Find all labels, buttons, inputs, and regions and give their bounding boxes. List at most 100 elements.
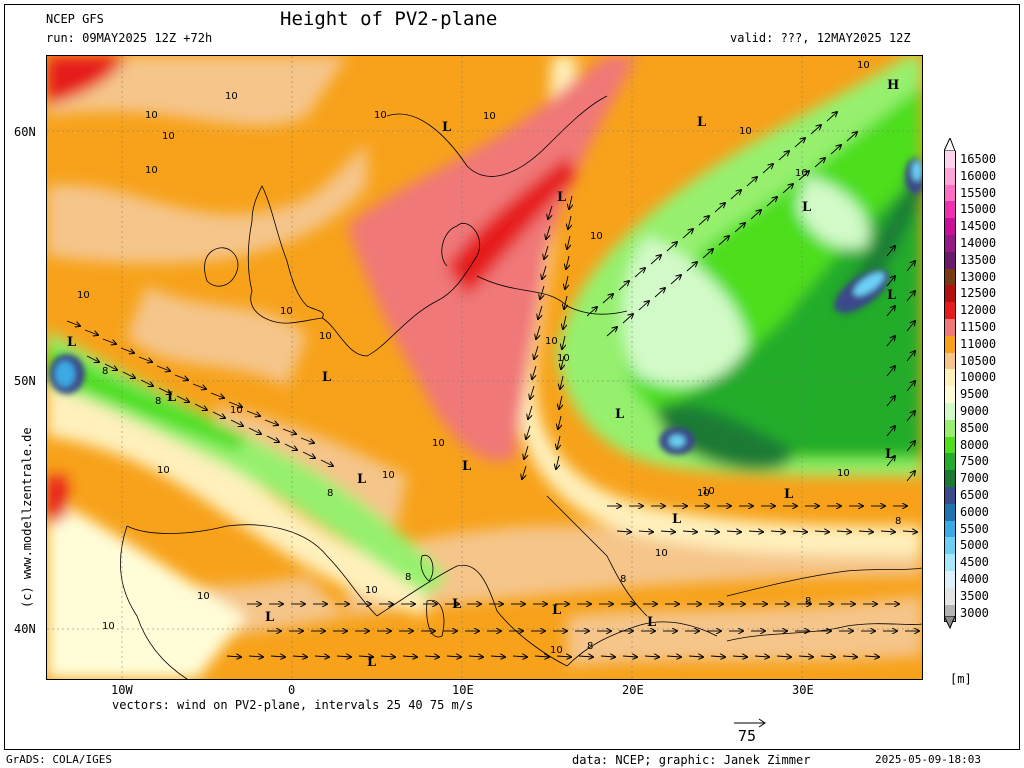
legend-bottom-triangle: [944, 616, 956, 630]
legend-level: 4000: [944, 571, 1014, 589]
wind-vector: [886, 306, 895, 317]
grid-lines: [47, 56, 922, 679]
wind-vector: [226, 656, 241, 657]
wind-vector: [568, 215, 571, 229]
legend-level: 9000: [944, 403, 1014, 421]
legend-label: 3000: [960, 605, 989, 620]
wind-vector: [830, 145, 841, 155]
wind-vector: [192, 383, 206, 389]
wind-vector: [569, 195, 572, 209]
low-pressure-label: L: [357, 472, 366, 487]
wind-vector: [556, 455, 559, 469]
wind-vector: [560, 375, 563, 389]
pressure-centers: L L L L L L L L L L L L L L L L L L L H: [67, 78, 899, 670]
wind-vector: [546, 225, 551, 239]
contour-label: 10: [77, 290, 90, 301]
legend-label: 10500: [960, 353, 997, 368]
wind-vector: [842, 656, 857, 657]
lat-tick-60n: 60N: [14, 125, 36, 139]
wind-vector: [670, 275, 681, 285]
legend-swatch: [944, 319, 956, 337]
legend-swatch: [944, 184, 956, 203]
legend-label: 8000: [960, 437, 989, 452]
wind-vector: [300, 437, 314, 443]
contour-label: 10: [550, 645, 563, 656]
wind-vector: [558, 415, 561, 429]
legend-swatch: [944, 268, 956, 287]
wind-vector: [586, 307, 597, 317]
vector-caption: vectors: wind on PV2-plane, intervals 25…: [112, 698, 474, 712]
wind-vector: [578, 656, 593, 657]
wind-vector: [557, 435, 560, 449]
legend-swatch: [944, 470, 956, 488]
lon-tick-10w: 10W: [111, 683, 133, 697]
legend-level: 14500: [944, 218, 1014, 236]
legend-level: 10500: [944, 352, 1014, 371]
wind-vector: [84, 329, 98, 335]
low-pressure-label: L: [672, 512, 681, 527]
legend-level: 7500: [944, 453, 1014, 472]
contour-label: 10: [697, 488, 710, 499]
contour-label: 8: [155, 396, 161, 407]
wind-vector: [906, 351, 915, 362]
low-pressure-label: L: [887, 288, 896, 303]
low-pressure-label: L: [615, 407, 624, 422]
legend-label: 5000: [960, 538, 989, 553]
contour-label: 8: [405, 572, 411, 583]
contour-label: 10: [837, 468, 850, 479]
wind-vector: [702, 249, 713, 259]
wind-vector: [798, 171, 809, 181]
wind-vector: [762, 164, 773, 174]
wind-vector: [886, 276, 895, 287]
wind-vector: [906, 411, 915, 422]
contour-label: 10: [545, 336, 558, 347]
legend-level: 12500: [944, 285, 1014, 304]
contour-label: 8: [620, 574, 626, 585]
wind-vector: [734, 223, 745, 233]
wind-vector: [906, 471, 915, 482]
wind-vector: [120, 347, 134, 353]
legend-level: 9500: [944, 386, 1014, 404]
legend-level: 14000: [944, 235, 1014, 253]
wind-vector: [846, 132, 857, 142]
contour-label: 10: [702, 486, 715, 497]
legend-level: 6500: [944, 487, 1014, 505]
map-title: Height of PV2-plane: [280, 8, 498, 30]
wind-vector: [886, 426, 895, 437]
data-credit: data: NCEP; graphic: Janek Zimmer: [572, 753, 811, 767]
legend-swatch: [944, 503, 956, 522]
contour-label: 10: [590, 231, 603, 242]
legend-swatch: [944, 386, 956, 404]
legend-swatch: [944, 167, 956, 186]
grads-credit: GrADS: COLA/IGES: [6, 753, 112, 766]
wind-vector: [864, 656, 879, 657]
wind-vector: [230, 419, 243, 426]
wind-vector: [246, 410, 260, 416]
low-pressure-label: L: [885, 447, 894, 462]
lat-tick-50n: 50N: [14, 374, 36, 388]
contour-label: 10: [102, 621, 115, 632]
legend-swatch: [944, 537, 956, 556]
wind-vector: [138, 356, 152, 362]
legend-unit: [m]: [950, 672, 972, 686]
contour-label: 8: [102, 366, 108, 377]
legend-swatch: [944, 403, 956, 421]
wind-vector: [530, 385, 535, 399]
low-pressure-label: L: [322, 370, 331, 385]
wind-vector: [526, 425, 531, 439]
wind-vector: [650, 255, 661, 265]
timestamp: 2025-05-09-18:03: [875, 753, 981, 766]
lat-tick-40n: 40N: [14, 622, 36, 636]
legend-swatch: [944, 151, 956, 169]
legend-swatch: [944, 571, 956, 589]
low-pressure-label: L: [784, 487, 793, 502]
legend-label: 5500: [960, 521, 989, 536]
legend-swatch: [944, 218, 956, 236]
wind-vector: [792, 531, 807, 532]
wind-vector: [906, 261, 915, 272]
legend-label: 15500: [960, 185, 997, 200]
contour-label: 10: [739, 126, 752, 137]
low-pressure-label: L: [557, 190, 566, 205]
legend-swatch: [944, 302, 956, 320]
